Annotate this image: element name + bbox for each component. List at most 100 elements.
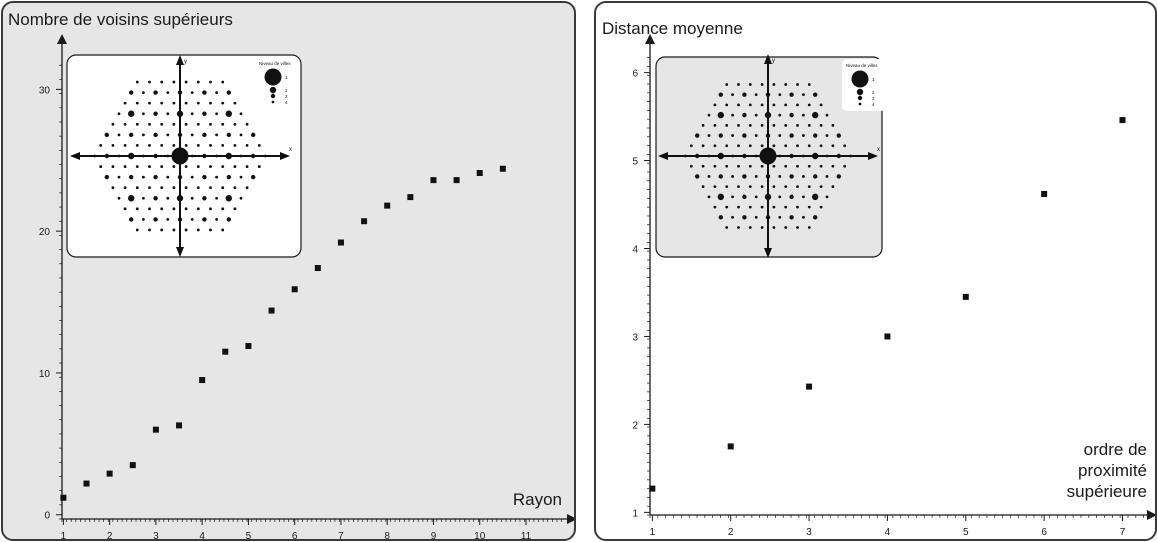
town-dot	[689, 144, 693, 148]
town-dot	[148, 186, 151, 190]
data-point	[60, 494, 67, 501]
town-dot	[172, 186, 176, 190]
town-dot	[778, 175, 782, 178]
town-dot	[221, 165, 225, 168]
town-dot	[190, 112, 194, 116]
town-dot	[166, 133, 170, 137]
data-point	[152, 426, 159, 433]
town-dot	[202, 111, 207, 116]
town-dot	[160, 207, 164, 211]
town-dot	[166, 175, 170, 179]
inset-y-arrowhead	[176, 247, 184, 257]
town-dot	[713, 185, 717, 189]
town-dot	[713, 123, 717, 127]
town-dot	[209, 186, 212, 190]
y-axis-arrowhead	[57, 34, 67, 44]
town-dot	[843, 164, 847, 168]
inset-legend-title: Niveau de villes	[259, 61, 291, 66]
town-dot	[754, 134, 758, 137]
data-point	[1041, 190, 1048, 197]
inset-x-arrowhead	[280, 152, 290, 160]
town-dot	[802, 195, 805, 199]
chart-panel-voisins: 1 2 3 4 5 6 7 8 9 10 11 0 10 20 30 x y Niveau de villes 1 2…	[1, 1, 576, 541]
town-dot	[135, 80, 139, 84]
town-dot	[148, 207, 151, 211]
town-dot	[215, 196, 219, 200]
town-dot	[153, 111, 158, 116]
town-dot	[778, 134, 782, 137]
inset-legend-marker	[270, 93, 276, 99]
town-dot	[221, 101, 225, 105]
data-point	[314, 265, 321, 272]
town-dot	[135, 207, 139, 211]
town-dot	[184, 80, 188, 84]
town-dot	[760, 144, 764, 148]
town-dot	[760, 226, 764, 229]
town-dot	[760, 123, 764, 127]
town-dot	[142, 91, 145, 95]
town-dot	[772, 185, 776, 189]
inset-legend-marker	[269, 86, 277, 94]
inset-legend-label: 4	[285, 100, 288, 105]
town-dot	[737, 205, 740, 209]
town-dot	[148, 228, 151, 232]
town-dot	[148, 144, 151, 147]
town-dot	[713, 144, 717, 148]
town-dot	[129, 217, 134, 222]
town-dot	[731, 93, 734, 97]
town-dot	[239, 133, 243, 137]
town-dot	[135, 186, 139, 190]
town-dot	[725, 83, 729, 86]
x-axis-arrowhead	[567, 514, 574, 524]
inset-x-arrowhead	[868, 152, 878, 160]
town-dot	[190, 217, 194, 221]
town-dot	[196, 186, 200, 190]
town-dot	[831, 144, 835, 148]
x-tick-label: 6	[1041, 527, 1047, 538]
town-dot	[233, 101, 237, 105]
town-dot	[825, 113, 829, 117]
town-dot	[190, 196, 194, 200]
town-dot	[836, 174, 841, 179]
town-dot	[772, 164, 776, 168]
town-dot	[725, 205, 729, 209]
town-dot	[731, 215, 734, 219]
town-dot	[778, 215, 782, 219]
town-dot	[731, 195, 734, 199]
inset-y-label: y	[772, 58, 775, 64]
inset-legend-title: Niveau de villes	[846, 63, 878, 68]
town-dot	[831, 164, 835, 168]
data-point	[430, 177, 437, 184]
town-dot	[123, 165, 127, 168]
town-dot	[184, 122, 188, 126]
inset-y-arrowhead	[764, 248, 772, 258]
town-dot	[172, 165, 176, 168]
town-dot	[737, 164, 740, 168]
town-dot	[99, 144, 103, 147]
town-dot	[172, 144, 176, 147]
town-dot	[748, 83, 752, 86]
town-dot	[226, 217, 231, 222]
data-point	[384, 202, 391, 209]
town-dot	[233, 186, 237, 190]
town-dot	[209, 101, 212, 105]
town-dot	[239, 196, 243, 200]
town-dot	[190, 175, 194, 179]
town-dot	[772, 226, 776, 229]
town-dot	[209, 207, 212, 211]
x-tick-label: 10	[474, 531, 486, 539]
town-dot	[718, 174, 723, 179]
town-dot	[215, 91, 219, 95]
town-dot	[701, 123, 705, 127]
town-dot	[807, 164, 811, 168]
town-dot	[160, 101, 164, 105]
town-dot	[226, 174, 231, 180]
town-dot	[215, 175, 219, 179]
town-dot	[221, 186, 225, 190]
town-dot	[807, 144, 811, 148]
town-dot	[166, 91, 170, 95]
town-dot	[772, 83, 776, 86]
town-dot	[184, 228, 188, 232]
town-dot	[196, 101, 200, 105]
town-dot	[153, 196, 158, 201]
